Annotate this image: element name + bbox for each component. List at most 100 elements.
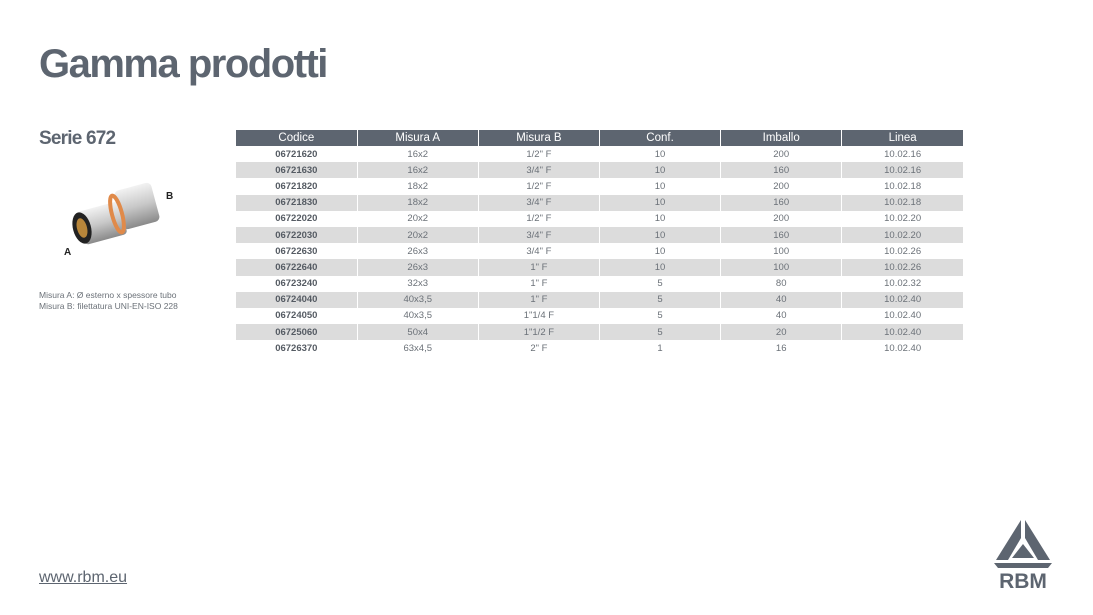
table-cell: 10.02.18 [841,178,963,195]
table-cell: 10.02.18 [841,194,963,211]
measurement-notes: Misura A: Ø esterno x spessore tubo Misu… [39,290,178,312]
table-cell: 10.02.40 [841,307,963,325]
table-cell: 26x3 [356,243,479,260]
table-cell: 32x3 [356,275,479,292]
table-cell: 10.02.20 [841,210,963,227]
table-cell: 10.02.40 [841,324,963,341]
table-cell: 10 [598,146,721,163]
table-cell: 160 [720,194,842,211]
table-cell: 40x3,5 [356,291,479,308]
table-cell: 200 [720,146,842,163]
svg-text:RBM: RBM [999,570,1047,592]
table-row: 06721630 16x2 3/4" F 10 160 10.02.16 [236,162,963,179]
table-cell: 16x2 [356,146,479,163]
table-cell: 50x4 [356,324,479,341]
table-row: 06724050 40x3,5 1"1/4 F 5 40 10.02.40 [236,307,963,325]
table-cell: 1/2" F [477,210,600,227]
table-cell: 20 [720,324,842,341]
table-cell: 10.02.16 [841,146,963,163]
table-row: 06723240 32x3 1" F 5 80 10.02.32 [236,275,963,292]
column-header: Conf. [598,130,721,146]
table-cell: 5 [598,324,721,341]
website-link[interactable]: www.rbm.eu [39,569,128,586]
table-cell: 200 [720,178,842,195]
table-cell: 160 [720,162,842,179]
table-cell: 3/4" F [477,243,600,260]
table-cell: 2" F [477,340,600,357]
column-header: Misura A [356,130,479,146]
table-cell: 5 [598,291,721,308]
table-cell: 10.02.26 [841,243,963,260]
table-cell: 18x2 [356,178,479,195]
label-b: B [166,191,173,202]
table-cell: 10.02.26 [841,259,963,276]
table-cell: 16x2 [356,162,479,179]
table-cell: 18x2 [356,194,479,211]
table-cell: 20x2 [356,210,479,227]
table-cell: 06722030 [236,226,358,244]
table-cell: 100 [720,259,842,276]
table-cell: 5 [598,275,721,292]
table-row: 06724040 40x3,5 1" F 5 40 10.02.40 [236,291,963,308]
table-cell: 1" F [477,275,600,292]
table-cell: 06722630 [275,245,318,257]
table-cell: 10.02.40 [841,291,963,308]
product-image-fitting: B A [64,182,173,258]
table-cell: 06721620 [275,148,318,160]
column-header: Linea [841,130,963,146]
table-cell: 10 [598,178,721,195]
table-cell: 80 [720,275,842,292]
table-cell: 06723240 [275,278,318,290]
table-row: 06725060 50x4 1"1/2 F 5 20 10.02.40 [236,324,963,341]
table-cell: 10 [598,162,721,179]
column-header: Misura B [477,130,600,146]
table-cell: 63x4,5 [356,340,479,357]
table-cell: 40x3,5 [356,307,479,325]
column-header: Codice [236,130,358,146]
table-cell: 3/4" F [477,226,600,244]
table-row: 06721820 18x2 1/2" F 10 200 10.02.18 [236,178,963,195]
label-a: A [64,247,71,258]
table-cell: 1"1/4 F [477,307,600,325]
table-cell: 10 [598,259,721,276]
table-cell: 1/2" F [477,178,600,195]
table-cell: 200 [720,210,842,227]
table-cell: 20x2 [356,226,479,244]
table-cell: 10 [598,226,721,244]
table-cell: 160 [720,226,842,244]
table-cell: 10.02.20 [841,226,963,244]
table-cell: 10.02.16 [841,162,963,179]
table-row: 06722630 26x3 3/4" F 10 100 10.02.26 [236,243,963,260]
table-cell: 1 [598,340,721,357]
table-cell: 10.02.40 [841,340,963,357]
table-row: 06726370 63x4,5 2" F 1 16 10.02.40 [236,340,963,357]
table-row: 06722020 20x2 1/2" F 10 200 10.02.20 [236,210,963,227]
table-cell: 1" F [477,291,600,308]
rbm-logo: RBM [994,520,1052,592]
product-table: Codice Misura A Misura B Conf. Imballo Linea … [236,130,963,357]
table-cell: 5 [598,307,721,325]
table-cell: 06726370 [275,342,318,354]
table-row: 06721620 16x2 1/2" F 10 200 10.02.16 [236,146,963,163]
table-cell: 06721830 [236,194,358,211]
table-row: 06721830 18x2 3/4" F 10 160 10.02.18 [236,194,963,211]
page-title: Gamma prodotti [39,42,328,86]
table-cell: 10 [598,194,721,211]
note-misura-b: Misura B: filettatura UNI-EN-ISO 228 [39,301,178,311]
table-cell: 06722020 [275,213,318,225]
table-cell: 10.02.32 [841,275,963,292]
table-cell: 40 [720,291,842,308]
column-header: Imballo [720,130,842,146]
table-cell: 10 [598,210,721,227]
table-cell: 40 [720,307,842,325]
series-title: Serie 672 [39,128,116,149]
table-cell: 06725060 [236,324,358,341]
table-cell: 3/4" F [477,194,600,211]
table-cell: 10 [598,243,721,260]
table-cell: 3/4" F [477,162,600,179]
table-cell: 06721630 [236,162,358,179]
table-row: 06722030 20x2 3/4" F 10 160 10.02.20 [236,226,963,244]
table-cell: 06721820 [275,180,318,192]
note-misura-a: Misura A: Ø esterno x spessore tubo [39,290,177,300]
